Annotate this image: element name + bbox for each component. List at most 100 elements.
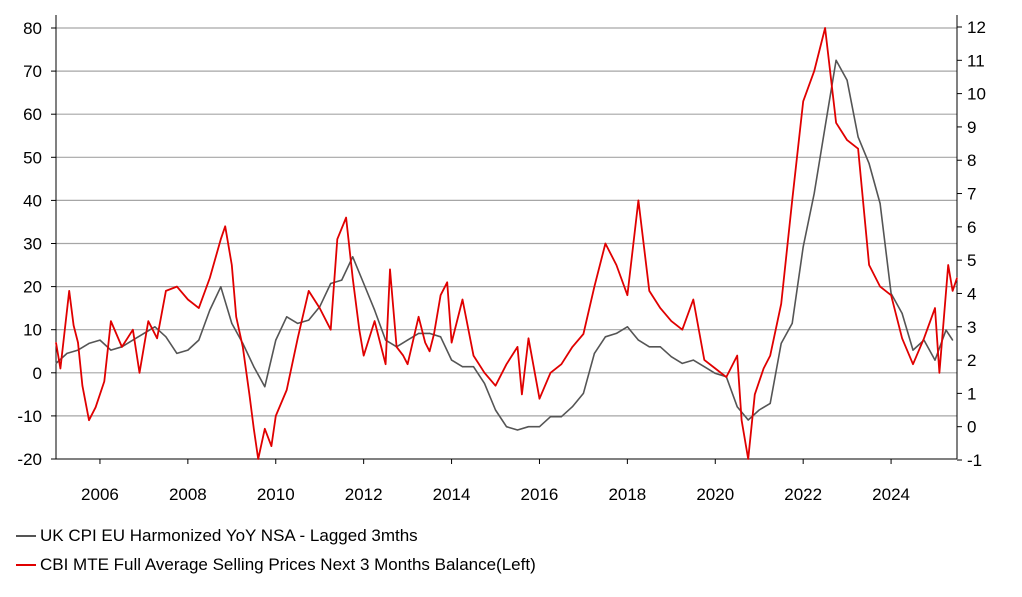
data-point <box>374 309 376 311</box>
data-point <box>286 316 288 318</box>
left-tick-label: -20 <box>17 450 42 469</box>
data-point <box>143 332 145 334</box>
data-point <box>754 393 756 395</box>
data-point <box>235 316 237 318</box>
data-point <box>505 363 508 365</box>
legend-item-cbi-mte: CBI MTE Full Average Selling Prices Next… <box>16 555 536 575</box>
data-point <box>224 225 226 227</box>
data-point <box>857 148 859 150</box>
data-point <box>615 332 618 334</box>
data-point <box>308 290 310 292</box>
legend-swatch-cbi-mte <box>16 563 36 566</box>
data-point <box>637 339 640 341</box>
data-point <box>758 409 760 411</box>
data-point <box>527 337 530 339</box>
right-tick-label: 9 <box>967 118 976 137</box>
data-point <box>901 312 903 314</box>
data-point <box>429 332 431 334</box>
data-point <box>198 307 200 309</box>
data-point <box>725 376 727 378</box>
data-point <box>956 277 958 279</box>
data-point <box>55 342 57 344</box>
data-point <box>446 281 448 283</box>
data-point <box>868 163 870 165</box>
right-tick-label: 2 <box>967 351 976 370</box>
data-point <box>626 294 629 296</box>
data-point <box>934 307 936 309</box>
data-point <box>345 217 347 219</box>
data-point <box>802 246 804 248</box>
data-point <box>736 406 738 408</box>
left-tick-label: -10 <box>17 407 42 426</box>
data-point <box>879 202 881 205</box>
data-point <box>938 372 941 374</box>
data-point <box>231 322 233 324</box>
series-line <box>55 59 954 431</box>
left-tick-label: 40 <box>23 191 42 210</box>
data-point <box>73 324 75 326</box>
data-point <box>461 366 464 368</box>
data-point <box>835 59 837 61</box>
data-point <box>132 329 134 331</box>
data-point <box>176 352 178 354</box>
x-tick-label: 2020 <box>696 485 734 504</box>
data-point <box>402 355 404 357</box>
data-point <box>483 382 486 384</box>
data-point <box>433 333 435 335</box>
data-point <box>538 426 541 428</box>
data-point <box>538 398 541 400</box>
left-tick-label: 30 <box>23 235 42 254</box>
data-point <box>472 355 475 357</box>
data-point <box>549 416 552 418</box>
data-point <box>198 339 200 341</box>
data-point <box>209 309 211 311</box>
x-tick-label: 2016 <box>521 485 559 504</box>
data-point <box>703 366 705 368</box>
data-point <box>494 409 497 411</box>
data-point <box>88 342 90 344</box>
right-tick-label: 7 <box>967 185 976 204</box>
data-point <box>659 346 661 348</box>
data-point <box>912 363 914 365</box>
data-point <box>330 282 332 285</box>
right-tick-label: 6 <box>967 218 976 237</box>
data-point <box>440 336 442 338</box>
data-point <box>791 199 793 201</box>
data-point <box>418 332 420 334</box>
data-point <box>763 367 765 370</box>
data-point <box>407 363 409 365</box>
data-point <box>780 303 782 305</box>
data-point <box>483 372 486 374</box>
data-point <box>521 393 523 395</box>
data-point <box>396 346 398 348</box>
data-point <box>824 27 826 29</box>
series-line <box>55 27 958 460</box>
data-point <box>813 192 815 195</box>
data-point <box>110 349 112 351</box>
data-point <box>154 326 156 328</box>
data-point <box>952 339 954 341</box>
data-point <box>336 238 338 240</box>
data-point <box>813 70 815 72</box>
data-point <box>648 290 650 292</box>
right-tick-label: 3 <box>967 318 976 337</box>
right-tick-label: 12 <box>967 18 986 37</box>
right-tick-label: 4 <box>967 284 976 303</box>
right-tick-label: -1 <box>967 451 982 470</box>
data-point <box>385 363 387 365</box>
data-point <box>714 372 716 374</box>
data-point <box>363 355 365 357</box>
x-tick-label: 2010 <box>257 485 295 504</box>
data-point <box>857 136 859 138</box>
data-point <box>275 415 277 417</box>
legend-swatch-uk-cpi <box>16 534 36 537</box>
data-point <box>560 416 563 418</box>
data-point <box>138 372 141 374</box>
data-point <box>626 326 629 328</box>
data-point <box>681 362 683 364</box>
data-point <box>77 342 79 344</box>
series-layer <box>55 27 958 460</box>
data-point <box>846 79 848 81</box>
